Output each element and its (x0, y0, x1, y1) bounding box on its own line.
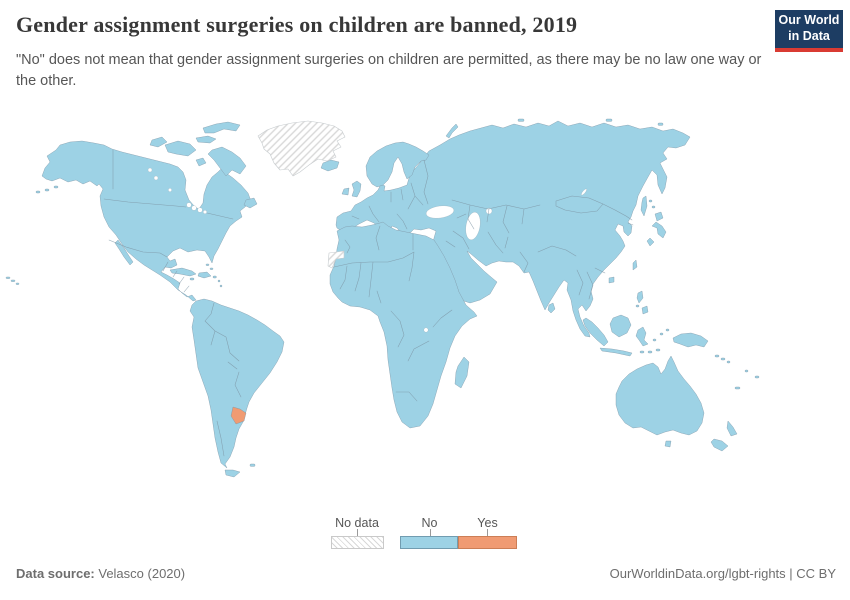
chart-title: Gender assignment surgeries on children … (16, 12, 578, 37)
credit-link[interactable]: OurWorldinData.org/lgbt-rights | CC BY (609, 566, 836, 581)
owid-logo[interactable]: Our World in Data (775, 10, 843, 52)
data-source-prefix: Data source: (16, 566, 95, 581)
map-land-nodata[interactable] (257, 120, 346, 269)
legend-swatch-no[interactable] (400, 536, 458, 549)
map-land-yes[interactable] (230, 406, 247, 425)
chart-subtitle: "No" does not mean that gender assignmen… (16, 52, 762, 90)
legend-tick-yes (487, 529, 488, 536)
map-lakes (147, 167, 587, 333)
map-land-no[interactable] (5, 118, 760, 478)
legend-swatch-yes[interactable] (458, 536, 517, 549)
owid-logo-text: Our World in Data (778, 13, 840, 43)
greenland-region (257, 120, 346, 177)
legend-label-no-data: No data (335, 516, 379, 530)
legend-label-yes: Yes (477, 516, 498, 530)
legend-tick-no (430, 529, 431, 536)
western-sahara-region (327, 250, 345, 269)
country-borders (103, 149, 634, 457)
legend-tick-no-data (357, 529, 358, 536)
legend-swatch-no-data[interactable] (331, 536, 384, 549)
data-source: Data source: Velasco (2020) (16, 566, 185, 581)
legend-label-no: No (421, 516, 438, 530)
uruguay-region (230, 406, 247, 425)
chart-footer: Data source: Velasco (2020) OurWorldinDa… (16, 566, 836, 581)
data-source-text: Velasco (2020) (94, 566, 186, 581)
